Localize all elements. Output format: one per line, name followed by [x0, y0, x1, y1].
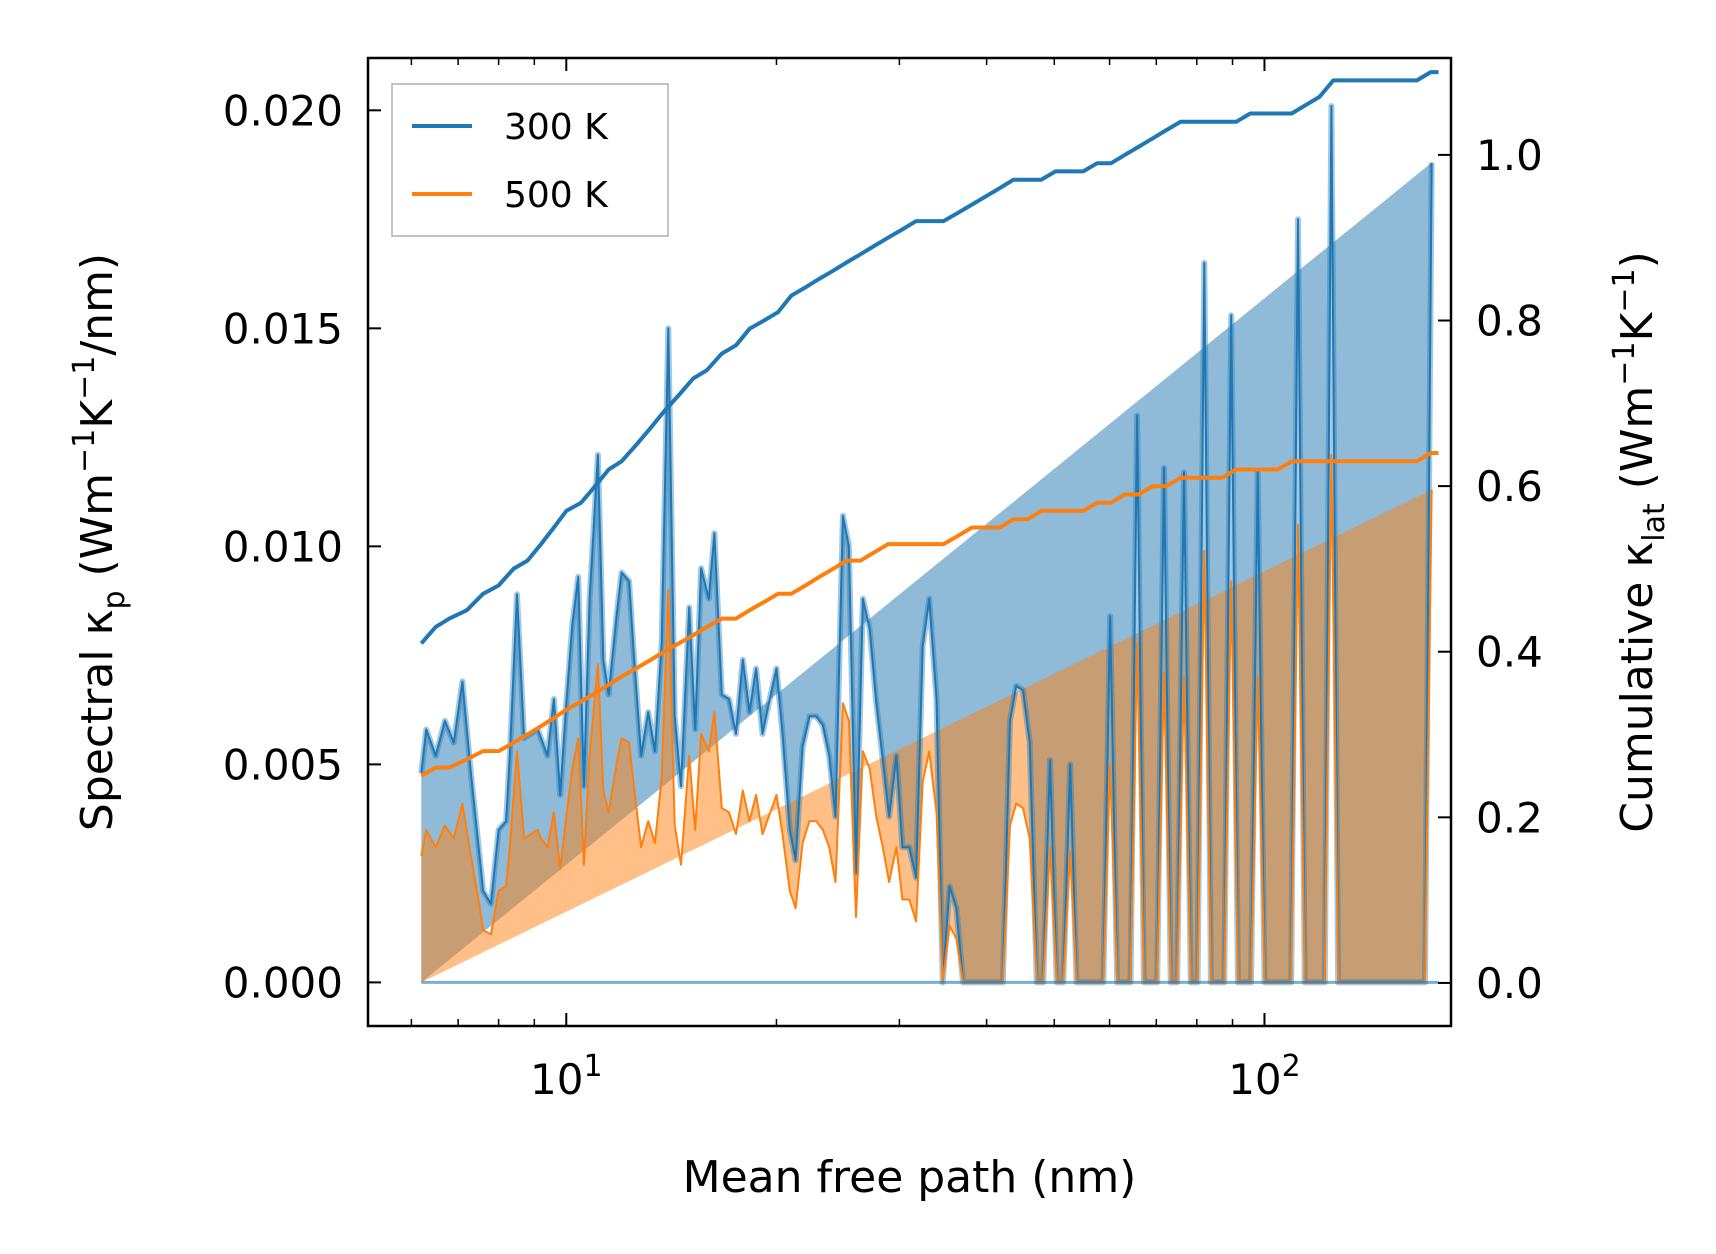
y-left-axis-title-exp2: −1: [67, 356, 102, 400]
x-axis-title: Mean free path (nm): [683, 1152, 1137, 1203]
y-left-tick-label: 0.000: [223, 958, 343, 1007]
axis-labels: Mean free path (nm)Spectral κp (Wm−1K−1/…: [67, 251, 1672, 1203]
y-right-axis-title-tail: ): [1612, 251, 1663, 268]
y-right-tick-label: 1.0: [1476, 131, 1543, 180]
spectral-500k-line: [420, 453, 1433, 984]
y-left-tick-label: 0.010: [223, 522, 343, 571]
x-tick-label: 102: [1228, 1049, 1301, 1104]
y-right-axis-title-mid: K: [1612, 311, 1663, 341]
y-left-axis-title-tail: /nm): [72, 253, 123, 356]
y-left-axis-title-unit: (Wm: [72, 473, 123, 591]
y-right-tick-label: 0.2: [1476, 793, 1543, 842]
x-tick-label-base: 10: [530, 1055, 583, 1104]
cumulative-500k-line: [420, 451, 1439, 778]
y-right-axis-title-unit: (Wm: [1612, 386, 1663, 504]
x-tick-label: 101: [530, 1049, 603, 1104]
x-tick-label-base: 10: [1228, 1055, 1281, 1104]
y-left-tick-label: 0.015: [223, 304, 343, 353]
legend-box: [391, 83, 669, 237]
y-right-axis-title-exp1: −1: [1607, 341, 1642, 385]
axes: 0.000 0.005 0.010 0.015 0.020 0.0 0.2 0.4 0.6 0.8…: [223, 56, 1543, 1104]
legend-label: 500 K: [504, 175, 609, 216]
y-right-tick-label: 0.4: [1476, 628, 1543, 677]
y-left-axis-title-exp1: −1: [67, 429, 102, 473]
y-right-axis-title: Cumulative κlat (Wm−1K−1): [1607, 251, 1672, 833]
x-tick-label-exp: 1: [583, 1049, 602, 1084]
y-left-axis-title: Spectral κp (Wm−1K−1/nm): [67, 253, 132, 831]
y-right-axis-title-exp2: −1: [1607, 268, 1642, 312]
legend: 300 K 500 K: [391, 83, 669, 237]
y-left-tick-label: 0.005: [223, 740, 343, 789]
plot-area: [418, 70, 1439, 986]
y-left-axis-title-main: Spectral κ: [72, 610, 123, 832]
y-right-tick-label: 0.6: [1476, 462, 1543, 511]
x-tick-label-exp: 2: [1282, 1049, 1301, 1084]
y-right-tick-label: 0.8: [1476, 296, 1543, 345]
legend-label: 300 K: [504, 107, 609, 148]
cumulative-300k-line: [419, 70, 1439, 645]
y-right-tick-label: 0.0: [1476, 959, 1543, 1008]
y-left-axis-title-mid: K: [72, 399, 123, 429]
plot-frame: [366, 56, 1453, 1028]
y-left-tick-label: 0.020: [223, 86, 343, 135]
y-left-axis-title-sub: p: [97, 590, 132, 609]
y-right-axis-title-sub: lat: [1637, 503, 1672, 542]
y-right-axis-title-main: Cumulative κ: [1612, 542, 1663, 833]
